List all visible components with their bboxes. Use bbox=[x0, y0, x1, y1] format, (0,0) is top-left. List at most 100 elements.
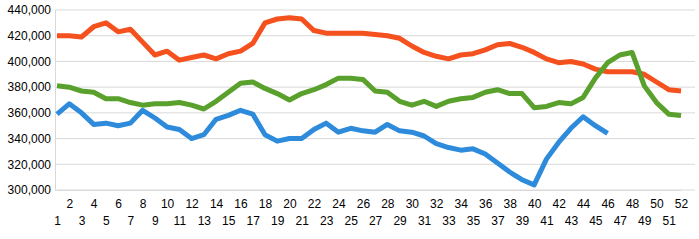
x-tick-label: 45 bbox=[589, 214, 603, 228]
x-tick-label: 18 bbox=[259, 197, 273, 211]
x-tick: 9 bbox=[152, 190, 159, 228]
x-tick: 24 bbox=[332, 190, 346, 211]
x-tick-label: 30 bbox=[406, 197, 420, 211]
y-axis: 300,000320,000340,000360,000380,000400,0… bbox=[8, 3, 56, 197]
x-tick: 46 bbox=[601, 190, 615, 211]
x-tick-label: 43 bbox=[565, 214, 579, 228]
series-line bbox=[57, 104, 608, 185]
y-tick: 420,000 bbox=[8, 29, 55, 43]
y-tick-label: 440,000 bbox=[8, 3, 52, 17]
x-tick-label: 23 bbox=[320, 214, 334, 228]
x-tick-label: 3 bbox=[79, 214, 86, 228]
y-tick: 340,000 bbox=[8, 132, 55, 146]
x-tick-label: 48 bbox=[626, 197, 640, 211]
lines bbox=[57, 18, 681, 185]
y-tick-label: 380,000 bbox=[8, 80, 52, 94]
y-axis-line bbox=[55, 11, 56, 191]
y-tick: 400,000 bbox=[8, 55, 55, 69]
x-tick-label: 52 bbox=[675, 197, 689, 211]
x-tick-label: 27 bbox=[369, 214, 383, 228]
x-tick-label: 19 bbox=[271, 214, 285, 228]
y-tick-label: 300,000 bbox=[8, 183, 52, 197]
x-tick: 18 bbox=[259, 190, 273, 211]
x-tick-label: 40 bbox=[528, 197, 542, 211]
x-tick: 8 bbox=[140, 190, 147, 211]
x-tick-label: 20 bbox=[283, 197, 297, 211]
x-tick-label: 21 bbox=[296, 214, 310, 228]
x-tick-label: 22 bbox=[308, 197, 322, 211]
x-axis-line bbox=[58, 190, 682, 191]
x-tick-label: 35 bbox=[467, 214, 481, 228]
x-tick-label: 25 bbox=[344, 214, 358, 228]
x-tick-label: 46 bbox=[601, 197, 615, 211]
x-tick-label: 29 bbox=[393, 214, 407, 228]
x-tick-label: 32 bbox=[430, 197, 444, 211]
x-tick-label: 39 bbox=[516, 214, 530, 228]
x-tick: 6 bbox=[115, 190, 122, 211]
x-tick-label: 15 bbox=[222, 214, 236, 228]
x-tick: 36 bbox=[479, 190, 493, 211]
x-tick-label: 26 bbox=[357, 197, 371, 211]
y-tick-label: 420,000 bbox=[8, 29, 52, 43]
series-line bbox=[57, 18, 681, 91]
y-tick: 380,000 bbox=[8, 80, 55, 94]
x-tick-label: 11 bbox=[174, 214, 187, 228]
x-tick: 16 bbox=[234, 190, 248, 211]
x-tick-label: 13 bbox=[198, 214, 212, 228]
x-tick-label: 24 bbox=[332, 197, 346, 211]
x-tick-label: 37 bbox=[491, 214, 505, 228]
y-tick-label: 340,000 bbox=[8, 132, 52, 146]
y-tick: 300,000 bbox=[8, 183, 55, 197]
x-tick-label: 6 bbox=[115, 197, 122, 211]
x-tick-label: 7 bbox=[128, 214, 135, 228]
x-tick: 2 bbox=[66, 190, 73, 211]
x-tick-label: 49 bbox=[638, 214, 652, 228]
x-tick-label: 28 bbox=[381, 197, 395, 211]
y-tick: 320,000 bbox=[8, 158, 55, 172]
x-tick: 48 bbox=[626, 190, 640, 211]
x-tick: 34 bbox=[455, 190, 469, 211]
grid-line bbox=[55, 164, 695, 165]
x-axis: 1234567891011121314151617181920212223242… bbox=[54, 190, 688, 228]
x-tick-label: 50 bbox=[650, 197, 664, 211]
x-tick-label: 34 bbox=[455, 197, 469, 211]
x-tick-label: 44 bbox=[577, 197, 591, 211]
y-tick-label: 320,000 bbox=[8, 158, 52, 172]
x-tick-label: 4 bbox=[91, 197, 98, 211]
x-tick: 42 bbox=[552, 190, 566, 211]
x-tick: 20 bbox=[283, 190, 297, 211]
x-tick: 14 bbox=[210, 190, 224, 211]
x-tick-label: 31 bbox=[418, 214, 432, 228]
x-tick-label: 16 bbox=[234, 197, 248, 211]
x-tick: 44 bbox=[577, 190, 591, 211]
x-tick-label: 36 bbox=[479, 197, 493, 211]
x-tick: 38 bbox=[504, 190, 518, 211]
x-tick: 3 bbox=[79, 190, 86, 228]
x-tick-label: 51 bbox=[663, 214, 677, 228]
series-line bbox=[57, 52, 681, 115]
x-tick-label: 8 bbox=[140, 197, 147, 211]
x-tick: 22 bbox=[308, 190, 322, 211]
x-tick: 50 bbox=[650, 190, 664, 211]
x-tick-label: 47 bbox=[614, 214, 628, 228]
x-tick-label: 12 bbox=[185, 197, 199, 211]
x-tick: 26 bbox=[357, 190, 371, 211]
x-tick: 1 bbox=[54, 190, 61, 228]
x-tick-label: 5 bbox=[103, 214, 110, 228]
y-tick-label: 400,000 bbox=[8, 55, 52, 69]
x-tick-label: 17 bbox=[247, 214, 261, 228]
x-tick: 7 bbox=[128, 190, 135, 228]
x-tick: 5 bbox=[103, 190, 110, 228]
x-tick-label: 33 bbox=[442, 214, 456, 228]
x-tick: 32 bbox=[430, 190, 444, 211]
x-tick: 40 bbox=[528, 190, 542, 211]
x-tick: 30 bbox=[406, 190, 420, 211]
x-tick-label: 42 bbox=[552, 197, 566, 211]
x-tick: 10 bbox=[161, 190, 175, 211]
grid-line bbox=[55, 138, 695, 139]
x-tick-label: 1 bbox=[54, 214, 61, 228]
grid-line bbox=[55, 10, 695, 11]
grid bbox=[55, 10, 695, 190]
y-tick: 440,000 bbox=[8, 3, 55, 17]
chart: 300,000320,000340,000360,000380,000400,0… bbox=[0, 0, 699, 239]
